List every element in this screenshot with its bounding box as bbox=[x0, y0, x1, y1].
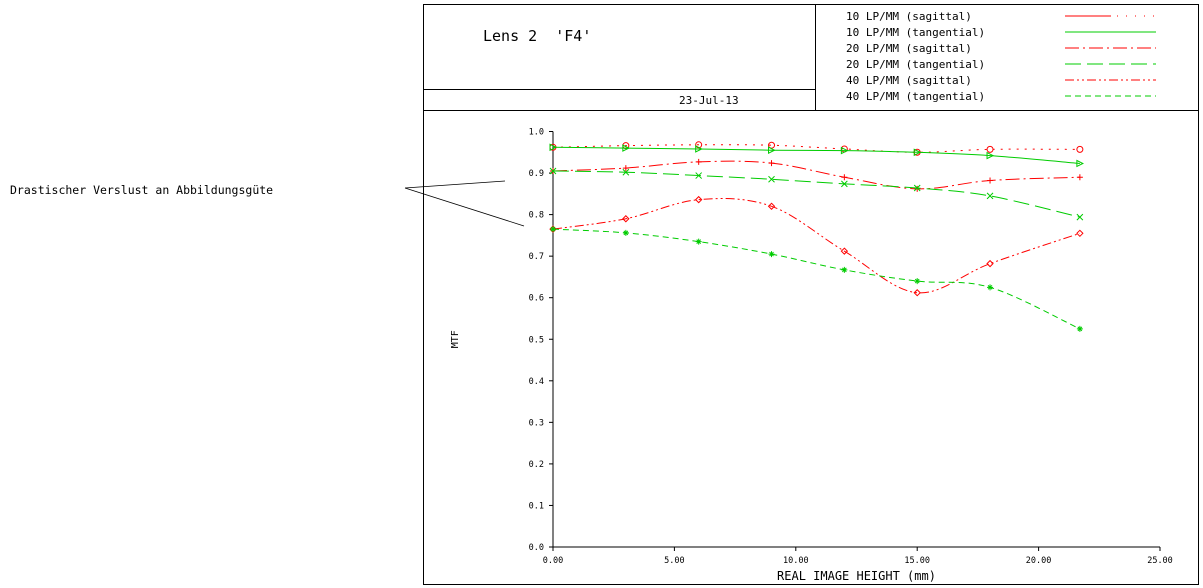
data-point bbox=[695, 158, 702, 165]
plot-area: 0.0 0.1 0.2 0.3 0.4 0.5 0.6 0.7 0.8 0.9 1.0 0.00 5.0… bbox=[450, 128, 1173, 584]
series-line bbox=[552, 160, 1080, 190]
data-point bbox=[695, 238, 702, 245]
data-point bbox=[914, 278, 921, 285]
data-point bbox=[1076, 229, 1084, 238]
annotation-pointer-upper bbox=[404, 180, 506, 189]
y-tick-label: 0.7 bbox=[529, 252, 544, 262]
x-tick-label: 0.00 bbox=[543, 556, 563, 566]
data-point bbox=[695, 172, 703, 179]
data-point bbox=[622, 215, 630, 223]
legend-label: 40 LP/MM (sagittal) bbox=[846, 74, 972, 87]
data-point bbox=[768, 160, 775, 167]
series-3 bbox=[549, 167, 1084, 221]
lens-title: Lens 2 'F4' bbox=[483, 27, 591, 45]
annotation-pointer-lower bbox=[404, 187, 525, 227]
y-tick-label: 0.0 bbox=[529, 543, 544, 553]
data-point bbox=[841, 180, 848, 188]
data-point bbox=[841, 266, 848, 273]
y-tick-label: 0.9 bbox=[529, 169, 544, 179]
legend-label: 20 LP/MM (tangential) bbox=[846, 58, 985, 71]
data-point bbox=[987, 284, 994, 291]
data-point bbox=[913, 148, 922, 157]
x-axis-label: REAL IMAGE HEIGHT (mm) bbox=[777, 569, 936, 583]
data-point bbox=[1076, 145, 1084, 153]
y-tick-label: 0.5 bbox=[529, 335, 544, 345]
date-label: 23-Jul-13 bbox=[679, 94, 739, 107]
data-point bbox=[622, 165, 629, 172]
annotation-text: Drastischer Verslust an Abbildungsgüte bbox=[10, 183, 273, 197]
y-tick-label: 0.4 bbox=[529, 377, 544, 387]
y-tick-label: 1.0 bbox=[529, 128, 544, 138]
data-point bbox=[768, 146, 776, 155]
data-point bbox=[549, 167, 557, 175]
data-point bbox=[622, 144, 630, 152]
x-tick-label: 5.00 bbox=[664, 556, 684, 566]
figure-frame bbox=[423, 4, 1199, 585]
data-point bbox=[841, 174, 848, 181]
legend: 10 LP/MM (sagittal) 10 LP/MM (tangential)… bbox=[846, 10, 1156, 103]
data-point bbox=[840, 247, 849, 255]
legend-label: 10 LP/MM (tangential) bbox=[846, 26, 985, 39]
x-tick-label: 10.00 bbox=[783, 556, 809, 566]
series-line bbox=[552, 170, 1080, 218]
data-point bbox=[840, 146, 849, 155]
series-5 bbox=[550, 226, 1083, 332]
data-point bbox=[1076, 174, 1083, 181]
series-line bbox=[552, 146, 1080, 164]
data-point bbox=[550, 226, 556, 233]
y-tick-label: 0.1 bbox=[529, 501, 544, 511]
data-point bbox=[549, 143, 558, 152]
data-point bbox=[1076, 159, 1084, 168]
y-tick-label: 0.3 bbox=[529, 418, 544, 428]
data-point bbox=[986, 259, 994, 268]
legend-label: 40 LP/MM (tangential) bbox=[846, 90, 985, 103]
data-point bbox=[1076, 325, 1083, 332]
data-point bbox=[987, 177, 994, 184]
data-point bbox=[1076, 213, 1084, 221]
series-4 bbox=[549, 195, 1084, 297]
data-point bbox=[913, 289, 921, 297]
data-point bbox=[768, 251, 775, 258]
data-point bbox=[767, 202, 776, 210]
y-tick-label: 0.2 bbox=[529, 460, 544, 470]
y-tick-label: 0.8 bbox=[529, 211, 544, 221]
data-point bbox=[694, 195, 703, 204]
data-point bbox=[913, 184, 921, 192]
x-tick-label: 15.00 bbox=[904, 556, 930, 566]
data-point bbox=[695, 145, 703, 153]
data-point bbox=[986, 145, 994, 153]
data-point bbox=[986, 151, 995, 160]
data-point bbox=[622, 168, 630, 176]
series-line bbox=[552, 144, 1080, 153]
series-line bbox=[552, 228, 1081, 330]
series-2 bbox=[550, 158, 1083, 192]
x-tick-label: 20.00 bbox=[1026, 556, 1052, 566]
legend-label: 20 LP/MM (sagittal) bbox=[846, 42, 972, 55]
y-tick-label: 0.6 bbox=[529, 294, 544, 304]
data-point bbox=[768, 175, 775, 183]
series-line bbox=[552, 198, 1081, 294]
data-point bbox=[986, 192, 994, 200]
x-tick-label: 25.00 bbox=[1147, 556, 1173, 566]
y-axis-label: MTF bbox=[450, 330, 461, 348]
data-point bbox=[622, 229, 629, 236]
data-point bbox=[914, 185, 921, 192]
legend-label: 10 LP/MM (sagittal) bbox=[846, 10, 972, 23]
series-1 bbox=[549, 143, 1084, 168]
